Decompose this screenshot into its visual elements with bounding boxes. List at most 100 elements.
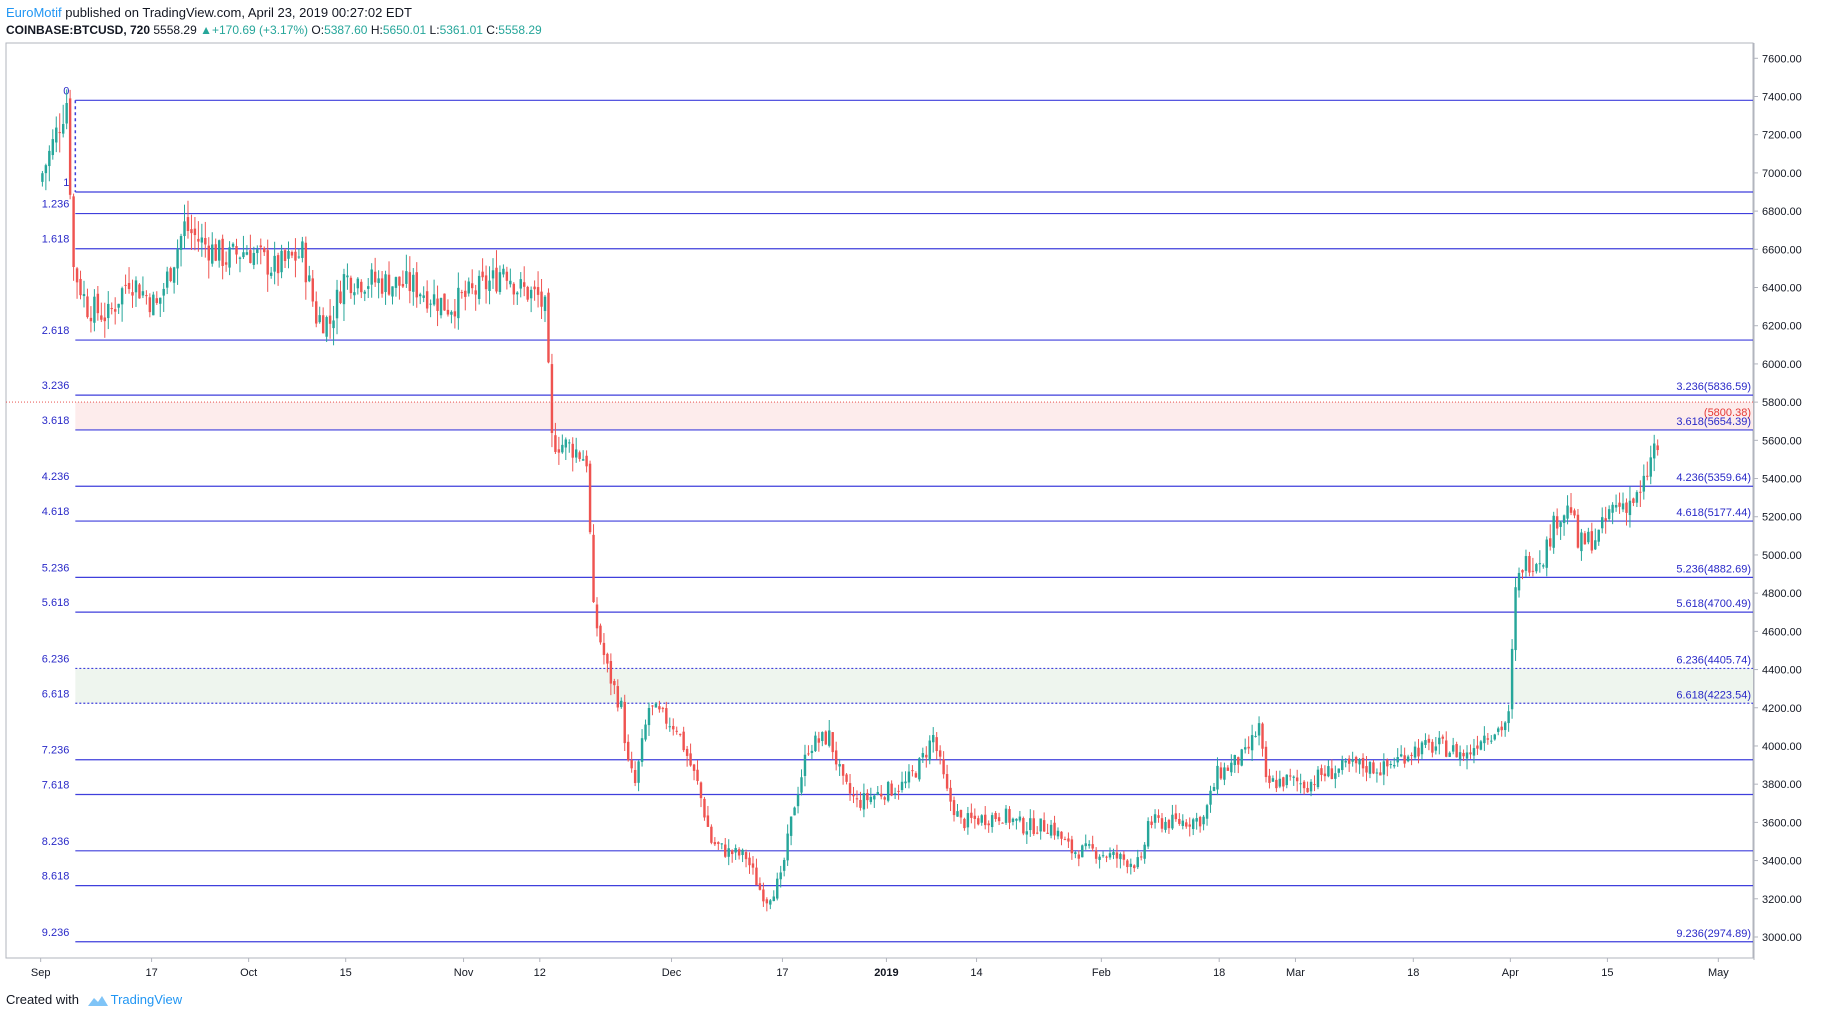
candle-body bbox=[1434, 746, 1438, 751]
candle-body bbox=[100, 315, 103, 320]
candle-body bbox=[1098, 856, 1101, 860]
candle-body bbox=[79, 278, 82, 296]
candle-body bbox=[533, 286, 536, 290]
candle-body bbox=[172, 267, 176, 283]
candle-body bbox=[592, 534, 595, 603]
candle-body bbox=[1295, 777, 1299, 782]
fib-price-label: 5.618(4700.49) bbox=[1676, 598, 1751, 610]
candle-body bbox=[332, 320, 335, 329]
candle-body bbox=[249, 250, 252, 263]
candle-body bbox=[1198, 816, 1202, 827]
fib-ratio-label: 4.618 bbox=[42, 506, 70, 518]
symbol-label[interactable]: COINBASE:BTCUSD, 720 bbox=[6, 23, 151, 37]
candle-body bbox=[779, 872, 782, 880]
candle-body bbox=[918, 758, 921, 780]
candle-body bbox=[640, 738, 644, 762]
candle-body bbox=[1354, 757, 1358, 764]
candle-body bbox=[103, 317, 107, 322]
low-value: 5361.01 bbox=[439, 23, 483, 37]
candle-body bbox=[1347, 758, 1351, 764]
candle-body bbox=[290, 252, 294, 256]
fib-ratio-label: 4.236 bbox=[42, 471, 70, 483]
candle-body bbox=[155, 298, 158, 304]
candle-body bbox=[1642, 475, 1646, 492]
candle-body bbox=[1389, 763, 1392, 765]
y-tick-label: 4000.00 bbox=[1762, 741, 1802, 753]
candle-body bbox=[1191, 819, 1195, 830]
candle-body bbox=[294, 251, 297, 261]
candle-body bbox=[1115, 852, 1119, 859]
y-tick-label: 5200.00 bbox=[1762, 512, 1802, 524]
candle-body bbox=[1133, 865, 1136, 869]
candle-body bbox=[308, 275, 311, 282]
candle-body bbox=[48, 150, 51, 167]
x-tick-label: Feb bbox=[1092, 967, 1111, 979]
candle-body bbox=[467, 281, 470, 294]
candle-body bbox=[1074, 852, 1077, 854]
candle-body bbox=[1406, 756, 1410, 762]
candle-body bbox=[44, 165, 48, 174]
candle-body bbox=[1538, 563, 1542, 565]
candle-body bbox=[1438, 737, 1441, 745]
candle-body bbox=[1143, 844, 1146, 859]
candle-body bbox=[876, 792, 879, 795]
candle-body bbox=[1639, 491, 1642, 493]
candle-body bbox=[207, 245, 210, 261]
candle-body bbox=[609, 661, 613, 684]
candle-body bbox=[928, 740, 931, 761]
candle-body bbox=[1112, 851, 1115, 855]
candle-body bbox=[1448, 752, 1451, 757]
candle-body bbox=[1545, 539, 1548, 568]
x-tick-label: 18 bbox=[1213, 967, 1225, 979]
fib-price-label: 6.236(4405.74) bbox=[1676, 654, 1751, 666]
candle-body bbox=[1042, 820, 1046, 832]
tradingview-brand[interactable]: TradingView bbox=[110, 992, 183, 1007]
candles bbox=[41, 89, 1659, 912]
candle-body bbox=[1302, 781, 1306, 789]
candle-body bbox=[741, 849, 744, 855]
candle-body bbox=[297, 256, 301, 258]
candle-body bbox=[949, 787, 952, 802]
fib-ratio-label: 3.618 bbox=[42, 415, 70, 427]
candle-body bbox=[412, 274, 415, 292]
candle-body bbox=[1146, 821, 1150, 847]
candle-body bbox=[1056, 830, 1060, 837]
candle-body bbox=[235, 246, 238, 255]
y-tick-label: 4800.00 bbox=[1762, 588, 1802, 600]
author-link[interactable]: EuroMotif bbox=[6, 5, 62, 20]
candle-body bbox=[1483, 735, 1486, 744]
candle-body bbox=[637, 761, 640, 783]
candle-body bbox=[197, 238, 200, 242]
candle-body bbox=[238, 257, 242, 259]
candle-body bbox=[1049, 824, 1053, 836]
candle-body bbox=[678, 733, 682, 735]
candle-body bbox=[703, 798, 706, 818]
candle-body bbox=[1451, 745, 1455, 752]
candle-body bbox=[134, 280, 138, 293]
candle-body bbox=[956, 811, 959, 817]
candle-body bbox=[488, 280, 491, 292]
candle-body bbox=[935, 737, 938, 752]
candle-body bbox=[1230, 762, 1233, 773]
candle-body bbox=[1067, 838, 1070, 842]
candle-body bbox=[131, 292, 134, 296]
candle-body bbox=[263, 248, 266, 253]
candle-body bbox=[1334, 773, 1337, 779]
candle-body bbox=[211, 244, 214, 264]
candle-body bbox=[1493, 734, 1496, 740]
candle-body bbox=[1268, 775, 1271, 783]
candle-body bbox=[425, 291, 429, 309]
candle-body bbox=[755, 867, 758, 886]
candle-body bbox=[68, 98, 72, 195]
candle-body bbox=[1164, 821, 1167, 830]
candle-body bbox=[107, 303, 110, 319]
candle-body bbox=[145, 295, 148, 297]
candle-body bbox=[696, 769, 699, 782]
x-tick-label: Oct bbox=[240, 967, 257, 979]
candle-body bbox=[65, 103, 68, 124]
candle-body bbox=[398, 276, 401, 286]
candle-body bbox=[561, 444, 564, 453]
candle-body bbox=[859, 799, 862, 808]
candle-body bbox=[1396, 757, 1399, 763]
